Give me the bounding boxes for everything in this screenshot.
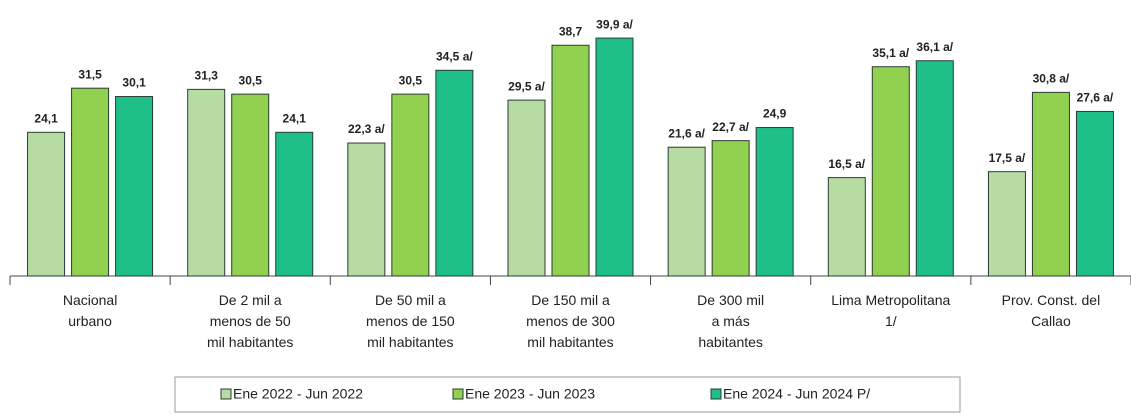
bar [507, 99, 546, 277]
value-label: 16,5 a/ [828, 157, 865, 171]
legend-swatch [710, 388, 722, 400]
value-label: 27,6 a/ [1077, 91, 1114, 105]
bar [827, 177, 866, 277]
value-label: 35,1 a/ [872, 46, 909, 60]
bar [915, 60, 954, 277]
bar [391, 93, 430, 277]
legend-swatch [452, 388, 464, 400]
value-label: 30,1 [122, 76, 146, 90]
x-tick-label: De 50 mil a menos de 150 mil habitantes [366, 292, 455, 350]
bar [231, 93, 270, 277]
legend-label: Ene 2022 - Jun 2022 [233, 386, 363, 402]
value-label: 24,1 [34, 111, 58, 125]
bar [71, 87, 110, 277]
bar [1075, 110, 1114, 277]
value-label: 31,3 [195, 69, 219, 83]
bar [987, 171, 1026, 277]
bar [595, 37, 634, 277]
bar [711, 140, 750, 277]
value-label: 30,8 a/ [1033, 72, 1070, 86]
value-label: 30,5 [239, 73, 263, 87]
value-label: 34,5 a/ [436, 49, 473, 63]
bar [347, 142, 386, 277]
bar [1031, 91, 1070, 277]
value-label: 36,1 a/ [916, 40, 953, 54]
legend-swatch [220, 388, 232, 400]
x-tick-label: De 300 mil a más habitantes [697, 292, 764, 350]
value-label: 39,9 a/ [596, 17, 633, 31]
value-label: 21,6 a/ [668, 126, 705, 140]
bar [435, 69, 474, 277]
value-label: 22,3 a/ [348, 122, 385, 136]
x-tick-label: De 150 mil a menos de 300 mil habitantes [526, 292, 615, 350]
value-label: 24,1 [283, 111, 307, 125]
x-tick-label: Prov. Const. del Callao [1002, 292, 1101, 329]
x-tick-label: De 2 mil a menos de 50 mil habitantes [207, 292, 293, 350]
bar [551, 44, 590, 277]
legend-label: Ene 2024 - Jun 2024 P/ [723, 386, 870, 402]
value-label: 29,5 a/ [508, 79, 545, 93]
value-label: 17,5 a/ [989, 151, 1026, 165]
bar [27, 131, 66, 277]
legend-box [174, 376, 961, 413]
bar [755, 127, 794, 277]
legend-label: Ene 2023 - Jun 2023 [465, 386, 595, 402]
bar [275, 131, 314, 277]
x-tick-label: Lima Metropolitana 1/ [831, 292, 950, 329]
value-label: 30,5 [399, 73, 423, 87]
x-tick-label: Nacional urbano [63, 292, 117, 329]
value-label: 31,5 [78, 67, 102, 81]
value-label: 38,7 [559, 24, 583, 38]
bar [187, 88, 226, 277]
bar [667, 146, 706, 277]
bar [871, 66, 910, 277]
value-label: 22,7 a/ [712, 120, 749, 134]
value-label: 24,9 [763, 107, 787, 121]
bar [115, 96, 154, 277]
